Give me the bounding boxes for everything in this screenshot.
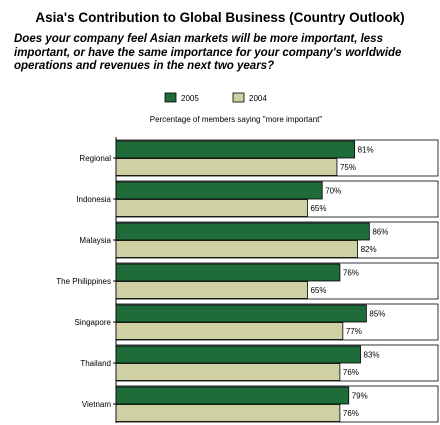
category-label: Vietnam xyxy=(82,400,112,409)
chart-subtitle: Percentage of members saying "more impor… xyxy=(150,115,323,124)
data-label: 65% xyxy=(310,286,326,295)
legend-label-2005: 2005 xyxy=(181,94,199,103)
category-label: The Philippines xyxy=(56,277,111,286)
bar-2005 xyxy=(115,140,356,159)
data-label: 86% xyxy=(372,228,388,237)
bar-2005 xyxy=(115,304,367,323)
bar-2004 xyxy=(115,199,308,217)
data-label: 76% xyxy=(343,269,359,278)
legend-swatch-2004 xyxy=(232,92,245,103)
data-label: 81% xyxy=(358,146,374,155)
bar-2005 xyxy=(115,222,370,241)
chart-title: Asia's Contribution to Global Business (… xyxy=(35,10,405,25)
bar-2004 xyxy=(115,363,341,381)
bar-2004 xyxy=(115,240,358,258)
category-label: Regional xyxy=(79,154,111,163)
legend-label-2004: 2004 xyxy=(249,94,267,103)
bar-2005 xyxy=(115,263,341,282)
data-label: 79% xyxy=(352,392,368,401)
data-label: 85% xyxy=(369,310,385,319)
survey-question: Does your company feel Asian markets wil… xyxy=(14,33,402,72)
category-label: Indonesia xyxy=(76,195,111,204)
data-label: 76% xyxy=(343,409,359,418)
data-label: 77% xyxy=(346,327,362,336)
category-label: Thailand xyxy=(80,359,111,368)
bar-2004 xyxy=(115,158,338,176)
bar-2004 xyxy=(115,322,344,340)
category-label: Singapore xyxy=(75,318,112,327)
bar-2004 xyxy=(115,404,341,422)
category-label: Malaysia xyxy=(79,236,111,245)
bar-2004 xyxy=(115,281,308,299)
data-label: 83% xyxy=(364,351,380,360)
legend: 2005 2004 xyxy=(164,92,267,103)
data-label: 76% xyxy=(343,368,359,377)
plot-area: Regional 81%75% Indonesia 70% 65% Malaysia 86%… xyxy=(56,137,439,423)
legend-swatch-2005 xyxy=(164,92,177,103)
data-label: 65% xyxy=(310,204,326,213)
data-label: 70% xyxy=(325,187,341,196)
bar-2005 xyxy=(115,181,323,200)
data-label: 75% xyxy=(340,163,356,172)
bar-2005 xyxy=(115,345,361,364)
bar-2005 xyxy=(115,386,350,405)
data-label: 82% xyxy=(361,245,377,254)
